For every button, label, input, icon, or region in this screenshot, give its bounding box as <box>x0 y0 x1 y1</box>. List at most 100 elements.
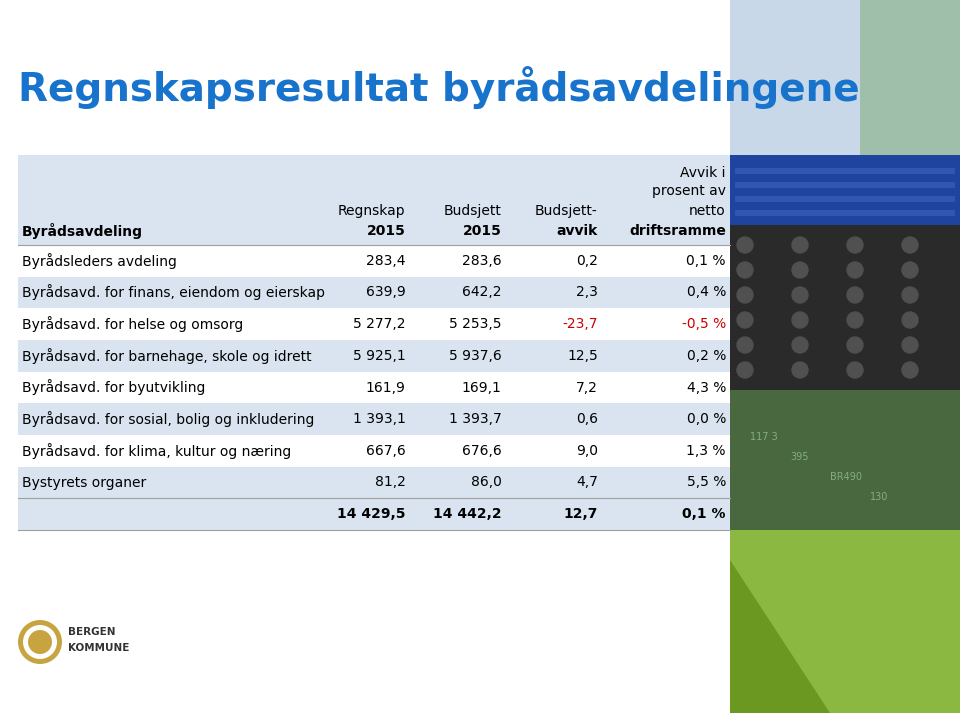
Circle shape <box>847 362 863 378</box>
Text: Regnskapsresultat byrådsavdelingene: Regnskapsresultat byrådsavdelingene <box>18 66 859 110</box>
Circle shape <box>847 312 863 328</box>
Polygon shape <box>730 530 960 713</box>
Text: 5 925,1: 5 925,1 <box>353 349 405 363</box>
Text: 14 442,2: 14 442,2 <box>433 507 502 521</box>
Bar <box>735 210 955 216</box>
Text: Byrådsavd. for finans, eiendom og eierskap: Byrådsavd. for finans, eiendom og eiersk… <box>22 284 325 300</box>
Circle shape <box>737 262 753 278</box>
Text: 676,6: 676,6 <box>462 443 502 458</box>
Text: -0,5 %: -0,5 % <box>682 317 726 331</box>
Text: 5 937,6: 5 937,6 <box>449 349 502 363</box>
Circle shape <box>792 362 808 378</box>
Circle shape <box>902 262 918 278</box>
Text: -23,7: -23,7 <box>563 317 598 331</box>
Bar <box>18 435 730 467</box>
Text: Byrådsavd. for klima, kultur og næring: Byrådsavd. for klima, kultur og næring <box>22 443 291 458</box>
Bar <box>860 0 960 155</box>
Text: 86,0: 86,0 <box>470 476 502 490</box>
Bar <box>18 308 730 340</box>
Text: 2015: 2015 <box>463 224 502 238</box>
Circle shape <box>737 312 753 328</box>
Circle shape <box>847 237 863 253</box>
Circle shape <box>737 337 753 353</box>
Bar <box>18 467 730 498</box>
Text: 5,5 %: 5,5 % <box>686 476 726 490</box>
Bar <box>735 196 955 202</box>
Text: driftsramme: driftsramme <box>629 224 726 238</box>
Circle shape <box>792 262 808 278</box>
Text: 0,6: 0,6 <box>576 412 598 426</box>
Text: 7,2: 7,2 <box>576 381 598 394</box>
Circle shape <box>902 337 918 353</box>
Text: 14 429,5: 14 429,5 <box>337 507 405 521</box>
Text: Byrådsleders avdeling: Byrådsleders avdeling <box>22 253 177 269</box>
Bar <box>18 340 730 371</box>
Circle shape <box>792 237 808 253</box>
Text: 117 3: 117 3 <box>750 432 778 442</box>
Text: Byrådsavd. for sosial, bolig og inkludering: Byrådsavd. for sosial, bolig og inkluder… <box>22 411 314 427</box>
Bar <box>735 168 955 174</box>
Circle shape <box>902 237 918 253</box>
Circle shape <box>18 620 62 664</box>
Text: 642,2: 642,2 <box>462 285 502 299</box>
Text: 0,4 %: 0,4 % <box>686 285 726 299</box>
Text: Byrådsavd. for barnehage, skole og idrett: Byrådsavd. for barnehage, skole og idret… <box>22 348 312 364</box>
Circle shape <box>737 287 753 303</box>
Text: 81,2: 81,2 <box>374 476 405 490</box>
Text: Budsjett-: Budsjett- <box>535 204 598 218</box>
Bar <box>730 225 960 390</box>
Text: 5 277,2: 5 277,2 <box>353 317 405 331</box>
Bar <box>18 155 730 530</box>
Text: Byrådsavdeling: Byrådsavdeling <box>22 223 143 239</box>
Text: 161,9: 161,9 <box>366 381 405 394</box>
Circle shape <box>28 630 52 654</box>
Text: Budsjett: Budsjett <box>444 204 502 218</box>
Text: netto: netto <box>689 204 726 218</box>
Text: 1 393,7: 1 393,7 <box>449 412 502 426</box>
Bar <box>18 404 730 435</box>
Circle shape <box>902 287 918 303</box>
Text: KOMMUNE: KOMMUNE <box>68 643 130 653</box>
Bar <box>18 245 730 277</box>
Text: 5 253,5: 5 253,5 <box>449 317 502 331</box>
Bar <box>730 390 960 530</box>
Text: 1,3 %: 1,3 % <box>686 443 726 458</box>
Text: 169,1: 169,1 <box>462 381 502 394</box>
Polygon shape <box>730 560 830 713</box>
Bar <box>730 155 960 225</box>
Bar <box>18 277 730 308</box>
Circle shape <box>737 362 753 378</box>
Circle shape <box>792 312 808 328</box>
Text: 0,2: 0,2 <box>576 254 598 268</box>
Text: 639,9: 639,9 <box>366 285 405 299</box>
Text: 0,1 %: 0,1 % <box>683 507 726 521</box>
Bar <box>730 0 960 155</box>
Circle shape <box>847 262 863 278</box>
Text: 0,1 %: 0,1 % <box>686 254 726 268</box>
Text: 2015: 2015 <box>367 224 405 238</box>
Text: 0,0 %: 0,0 % <box>686 412 726 426</box>
Text: avvik: avvik <box>557 224 598 238</box>
Text: BR490: BR490 <box>830 472 862 482</box>
Text: 130: 130 <box>870 492 888 502</box>
Bar <box>735 182 955 188</box>
Bar <box>18 371 730 404</box>
Text: prosent av: prosent av <box>652 184 726 198</box>
Text: Byrådsavd. for byutvikling: Byrådsavd. for byutvikling <box>22 379 205 396</box>
Text: 395: 395 <box>790 452 808 462</box>
Text: Avvik i: Avvik i <box>681 166 726 180</box>
Text: 12,7: 12,7 <box>564 507 598 521</box>
Circle shape <box>847 337 863 353</box>
Text: BERGEN: BERGEN <box>68 627 115 637</box>
Circle shape <box>737 237 753 253</box>
Text: Bystyrets organer: Bystyrets organer <box>22 476 146 490</box>
Text: 9,0: 9,0 <box>576 443 598 458</box>
Text: 283,4: 283,4 <box>366 254 405 268</box>
Bar <box>730 155 960 225</box>
Circle shape <box>902 362 918 378</box>
Text: 283,6: 283,6 <box>462 254 502 268</box>
Text: Byrådsavd. for helse og omsorg: Byrådsavd. for helse og omsorg <box>22 316 243 332</box>
Circle shape <box>847 287 863 303</box>
Text: 0,2 %: 0,2 % <box>686 349 726 363</box>
Circle shape <box>902 312 918 328</box>
